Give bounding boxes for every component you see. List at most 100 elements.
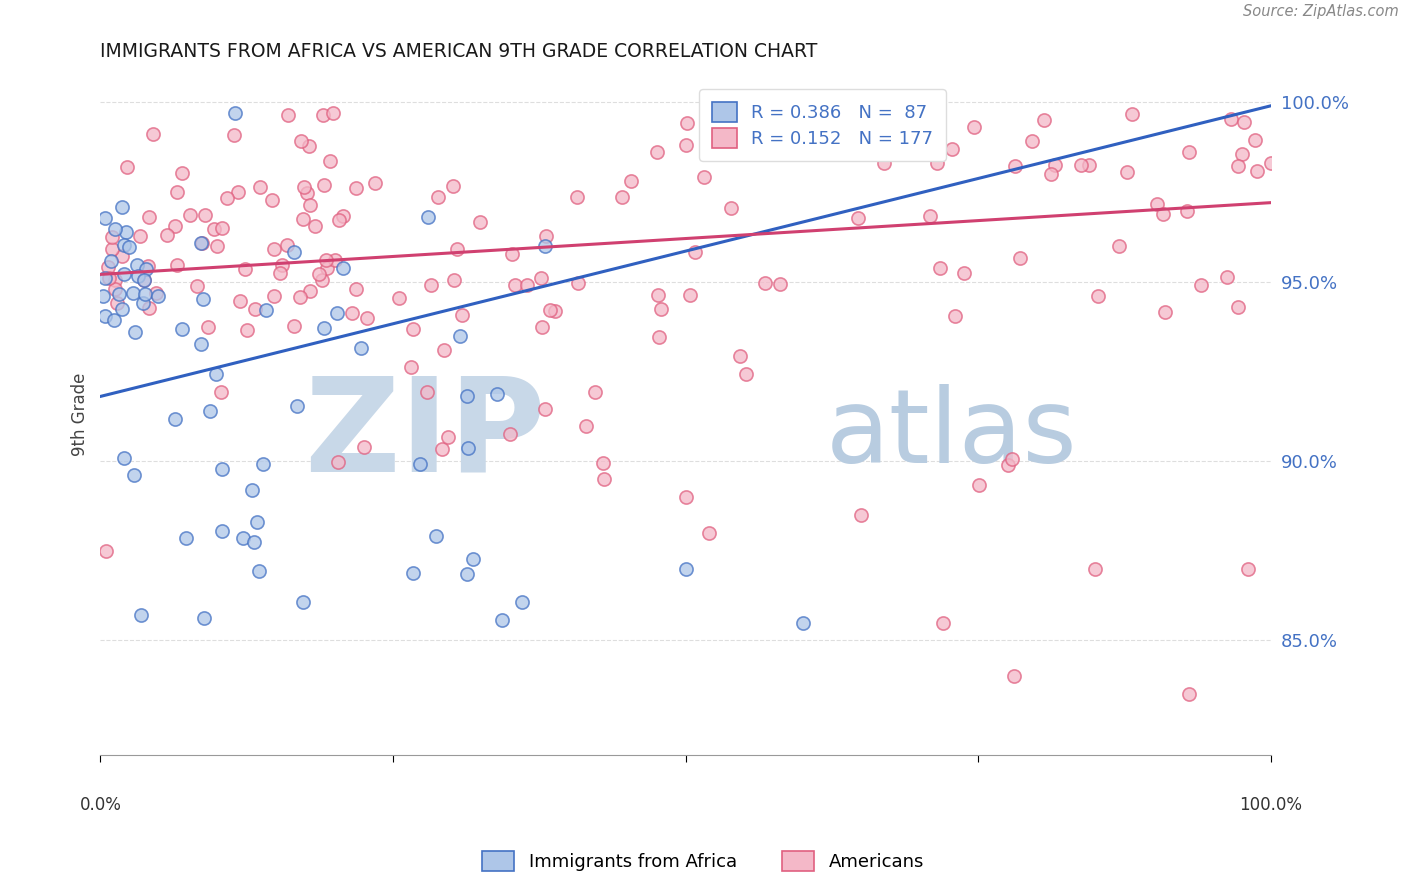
Point [308,267,330,281]
Point [111,301,134,316]
Point [1004,159,1026,173]
Point [593,472,616,486]
Point [427,190,450,204]
Point [190,236,212,251]
Point [297,139,319,153]
Point [808,137,831,152]
Point [491,613,513,627]
Point [290,134,312,148]
Point [364,177,387,191]
Point [269,266,291,280]
Point [1002,669,1025,683]
Point [138,301,160,315]
Point [1043,158,1066,172]
Point [217,191,239,205]
Point [204,367,226,381]
Point [792,615,814,630]
Point [191,292,214,306]
Point [468,215,491,229]
Point [402,566,425,580]
Point [967,478,990,492]
Point [1246,164,1268,178]
Point [692,170,714,185]
Point [311,273,333,287]
Point [432,442,454,457]
Point [194,208,217,222]
Point [243,534,266,549]
Point [679,288,702,302]
Point [1146,196,1168,211]
Point [314,178,336,192]
Point [457,441,479,455]
Point [197,320,219,334]
Point [193,610,215,624]
Point [122,468,145,483]
Point [449,329,471,343]
Point [1236,562,1258,576]
Point [851,508,873,522]
Point [104,222,127,236]
Point [104,282,127,296]
Point [103,313,125,327]
Point [112,451,135,466]
Point [124,325,146,339]
Point [129,229,152,244]
Point [941,142,963,156]
Point [104,273,127,287]
Point [252,458,274,472]
Point [450,308,472,322]
Point [711,125,734,139]
Point [118,240,141,254]
Point [510,594,533,608]
Point [243,301,266,316]
Point [530,271,553,285]
Point [1226,300,1249,314]
Point [456,567,478,582]
Point [1108,239,1130,253]
Point [142,127,165,141]
Point [516,277,538,292]
Point [846,211,869,226]
Point [1215,269,1237,284]
Point [94,270,117,285]
Point [408,457,430,471]
Point [312,108,335,122]
Point [432,343,454,357]
Point [647,287,669,301]
Point [240,483,263,498]
Point [754,276,776,290]
Point [247,564,270,578]
Point [1008,252,1031,266]
Point [108,287,131,301]
Point [179,208,201,222]
Point [1220,112,1243,127]
Point [356,310,378,325]
Point [534,238,557,252]
Point [1078,157,1101,171]
Point [425,529,447,543]
Point [263,242,285,256]
Point [249,180,271,194]
Point [720,202,742,216]
Point [97,271,120,285]
Point [1121,107,1143,121]
Point [107,296,129,310]
Point [647,145,669,160]
Point [499,426,522,441]
Text: atlas: atlas [827,384,1078,485]
Point [1175,203,1198,218]
Point [314,320,336,334]
Point [873,156,896,170]
Point [544,303,567,318]
Point [650,302,672,317]
Point [963,120,986,135]
Point [211,461,233,475]
Point [127,258,149,272]
Point [132,273,155,287]
Point [388,291,411,305]
Point [127,269,149,284]
Point [322,106,344,120]
Point [121,286,143,301]
Point [416,385,439,400]
Text: ZIP: ZIP [304,371,546,499]
